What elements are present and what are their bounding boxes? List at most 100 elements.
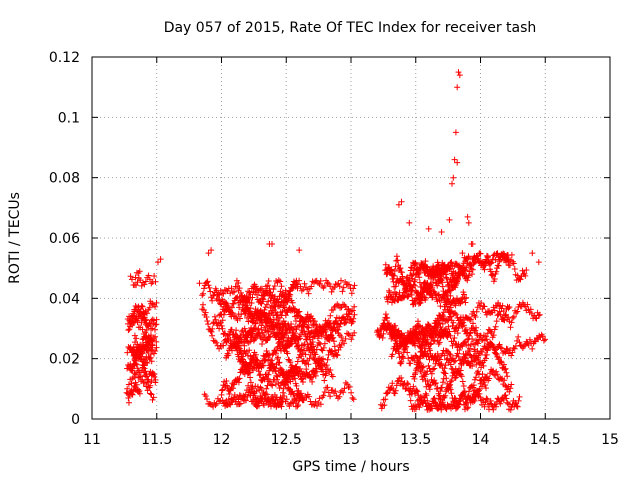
data-point xyxy=(292,306,299,313)
data-point xyxy=(412,371,418,378)
data-point xyxy=(458,360,464,367)
data-point xyxy=(133,335,140,342)
data-point xyxy=(505,305,512,312)
data-point xyxy=(481,403,488,410)
data-point xyxy=(138,311,145,318)
data-point xyxy=(448,390,455,397)
data-point xyxy=(401,280,408,287)
data-point xyxy=(204,278,211,285)
data-point xyxy=(426,347,433,354)
y-axis-label: ROTI / TECUs xyxy=(7,192,23,284)
data-point xyxy=(138,348,145,355)
data-point xyxy=(447,262,454,269)
data-point xyxy=(276,326,283,333)
data-point xyxy=(148,280,155,287)
data-point xyxy=(424,280,431,287)
data-point xyxy=(235,287,242,294)
data-point xyxy=(309,378,316,385)
data-point xyxy=(294,309,301,316)
data-point xyxy=(481,303,488,310)
data-point xyxy=(296,277,303,284)
data-point xyxy=(280,385,287,392)
data-point xyxy=(424,336,431,343)
data-point xyxy=(218,322,225,329)
data-point xyxy=(139,376,146,383)
data-point xyxy=(313,365,320,372)
data-point xyxy=(493,268,500,275)
data-point xyxy=(420,284,426,291)
data-point xyxy=(292,375,298,382)
data-point xyxy=(349,318,356,325)
data-point xyxy=(418,368,425,374)
data-point xyxy=(419,289,426,296)
data-point xyxy=(515,397,522,404)
data-point xyxy=(464,277,471,284)
data-point xyxy=(532,314,539,321)
data-point xyxy=(311,402,318,409)
data-point xyxy=(258,386,265,392)
data-point xyxy=(461,291,467,298)
data-point xyxy=(391,268,398,274)
data-point xyxy=(415,318,421,325)
data-point xyxy=(394,345,401,352)
data-point xyxy=(236,401,243,408)
data-point xyxy=(212,402,219,409)
data-point xyxy=(265,371,272,378)
data-point xyxy=(439,279,446,286)
data-point xyxy=(338,277,344,284)
data-point xyxy=(286,293,293,300)
data-point xyxy=(324,279,331,286)
data-point xyxy=(455,69,462,76)
data-point xyxy=(231,394,238,401)
data-point xyxy=(294,285,301,292)
data-point xyxy=(200,290,207,297)
data-point xyxy=(503,369,510,376)
data-point xyxy=(226,391,233,397)
data-point xyxy=(285,339,292,346)
data-point xyxy=(428,370,435,377)
data-point xyxy=(484,254,491,261)
data-point xyxy=(236,304,243,311)
data-point xyxy=(502,312,509,318)
data-point xyxy=(469,241,476,247)
data-point xyxy=(452,302,459,309)
data-point xyxy=(502,382,509,389)
data-point xyxy=(295,402,302,408)
data-point xyxy=(422,258,429,265)
data-point xyxy=(397,265,404,272)
data-point xyxy=(289,299,296,306)
data-point xyxy=(437,388,444,395)
data-point xyxy=(449,395,456,402)
data-point xyxy=(253,388,260,395)
data-point xyxy=(477,380,484,387)
data-point xyxy=(276,303,283,310)
data-point xyxy=(529,345,536,352)
data-point xyxy=(435,291,442,298)
data-point xyxy=(307,398,314,405)
data-point xyxy=(425,225,432,232)
data-point xyxy=(465,342,472,349)
data-point xyxy=(508,381,515,388)
data-point xyxy=(128,347,135,354)
data-point xyxy=(239,327,246,334)
data-point xyxy=(482,345,489,352)
data-point xyxy=(306,371,313,378)
data-point xyxy=(272,367,279,374)
data-point xyxy=(349,395,356,401)
data-point xyxy=(132,274,139,281)
data-point xyxy=(350,285,357,292)
data-point xyxy=(497,400,504,407)
data-point xyxy=(477,250,484,257)
data-point xyxy=(240,358,247,365)
data-point xyxy=(310,401,316,408)
data-point xyxy=(458,373,465,380)
data-point xyxy=(268,320,275,326)
data-point xyxy=(418,343,424,350)
data-point xyxy=(331,303,338,310)
data-point xyxy=(445,303,451,310)
data-point xyxy=(211,338,218,345)
data-point xyxy=(483,395,490,402)
data-point xyxy=(346,383,353,390)
data-point xyxy=(473,374,479,381)
data-point xyxy=(490,332,497,339)
